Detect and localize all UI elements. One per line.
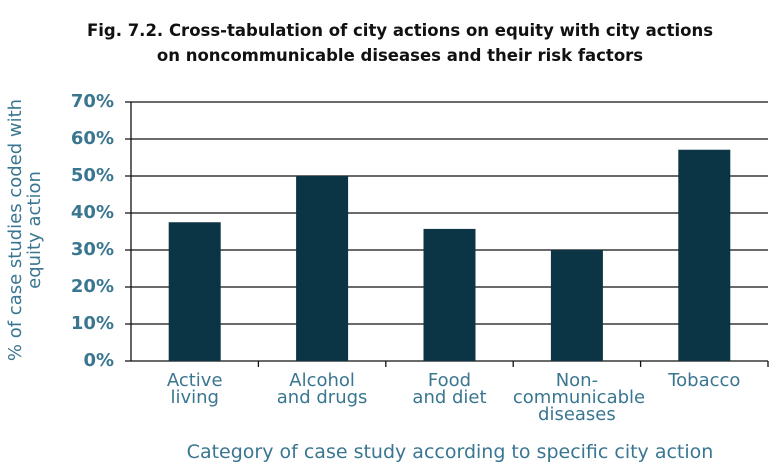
x-tick-label: Food and diet [412, 370, 487, 408]
x-tick-label: Active living [166, 370, 223, 408]
x-tick-label: Non- communicable diseases [512, 370, 646, 425]
chart-title: Fig. 7.2. Cross-tabulation of city actio… [86, 21, 714, 65]
bar [550, 250, 603, 361]
x-tick-label: Tobacco [668, 370, 741, 391]
x-tick-label: Alcohol and drugs [276, 370, 368, 408]
y-tick-label: 50% [70, 165, 114, 186]
x-axis-label: Category of case study according to spec… [186, 441, 714, 463]
y-axis-label: % of case studies coded with equity acti… [5, 98, 45, 362]
bar [168, 222, 221, 361]
y-tick-label: 30% [70, 239, 114, 260]
y-tick-label: 70% [70, 91, 114, 112]
bar [296, 176, 349, 361]
y-tick-label: 40% [70, 202, 114, 223]
y-tick-label: 20% [70, 276, 114, 297]
bar [678, 149, 731, 361]
bar [423, 228, 476, 361]
y-tick-label: 60% [70, 128, 114, 149]
y-tick-label: 0% [83, 350, 114, 371]
y-tick-label: 10% [70, 313, 114, 334]
